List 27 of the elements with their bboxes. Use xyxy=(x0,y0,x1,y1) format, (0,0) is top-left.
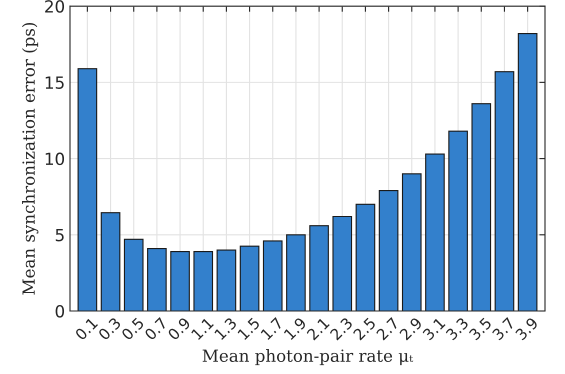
x-tick-label: 0.1 xyxy=(74,317,98,341)
y-tick-label: 10 xyxy=(46,152,64,166)
x-tick-label: 2.7 xyxy=(376,316,400,340)
x-tick-label: 3.5 xyxy=(468,316,492,341)
x-tick-label: 1.5 xyxy=(237,317,260,340)
y-tick-label: 20 xyxy=(45,0,64,13)
x-tick-label: 3.7 xyxy=(492,316,516,341)
x-tick-label: 0.9 xyxy=(167,316,192,341)
x-tick-label: 0.7 xyxy=(144,316,168,341)
x-tick-label: 2.9 xyxy=(398,316,423,341)
y-axis-title: Mean synchronization error (ps) xyxy=(22,22,38,295)
x-tick-label: 1.7 xyxy=(260,317,284,340)
x-tick-label: 1.1 xyxy=(190,317,214,340)
x-tick-label: 1.9 xyxy=(283,316,307,340)
y-tick-label: 15 xyxy=(46,76,64,89)
y-tick-label: 0 xyxy=(56,304,64,318)
x-tick-label: 3.3 xyxy=(445,316,469,341)
x-tick-label: 2.1 xyxy=(306,317,330,340)
y-tick-label: 5 xyxy=(56,228,64,242)
x-tick-label: 0.5 xyxy=(120,316,144,341)
x-tick-label: 2.3 xyxy=(329,316,354,341)
x-tick-label: 2.5 xyxy=(352,316,376,341)
x-tick-label: 0.3 xyxy=(98,316,122,341)
x-axis-title: Mean photon-pair rate μₜ xyxy=(202,349,414,366)
x-tick-label: 3.1 xyxy=(422,317,446,341)
x-tick-label: 3.9 xyxy=(514,316,539,341)
x-tick-label: 1.3 xyxy=(214,316,238,340)
